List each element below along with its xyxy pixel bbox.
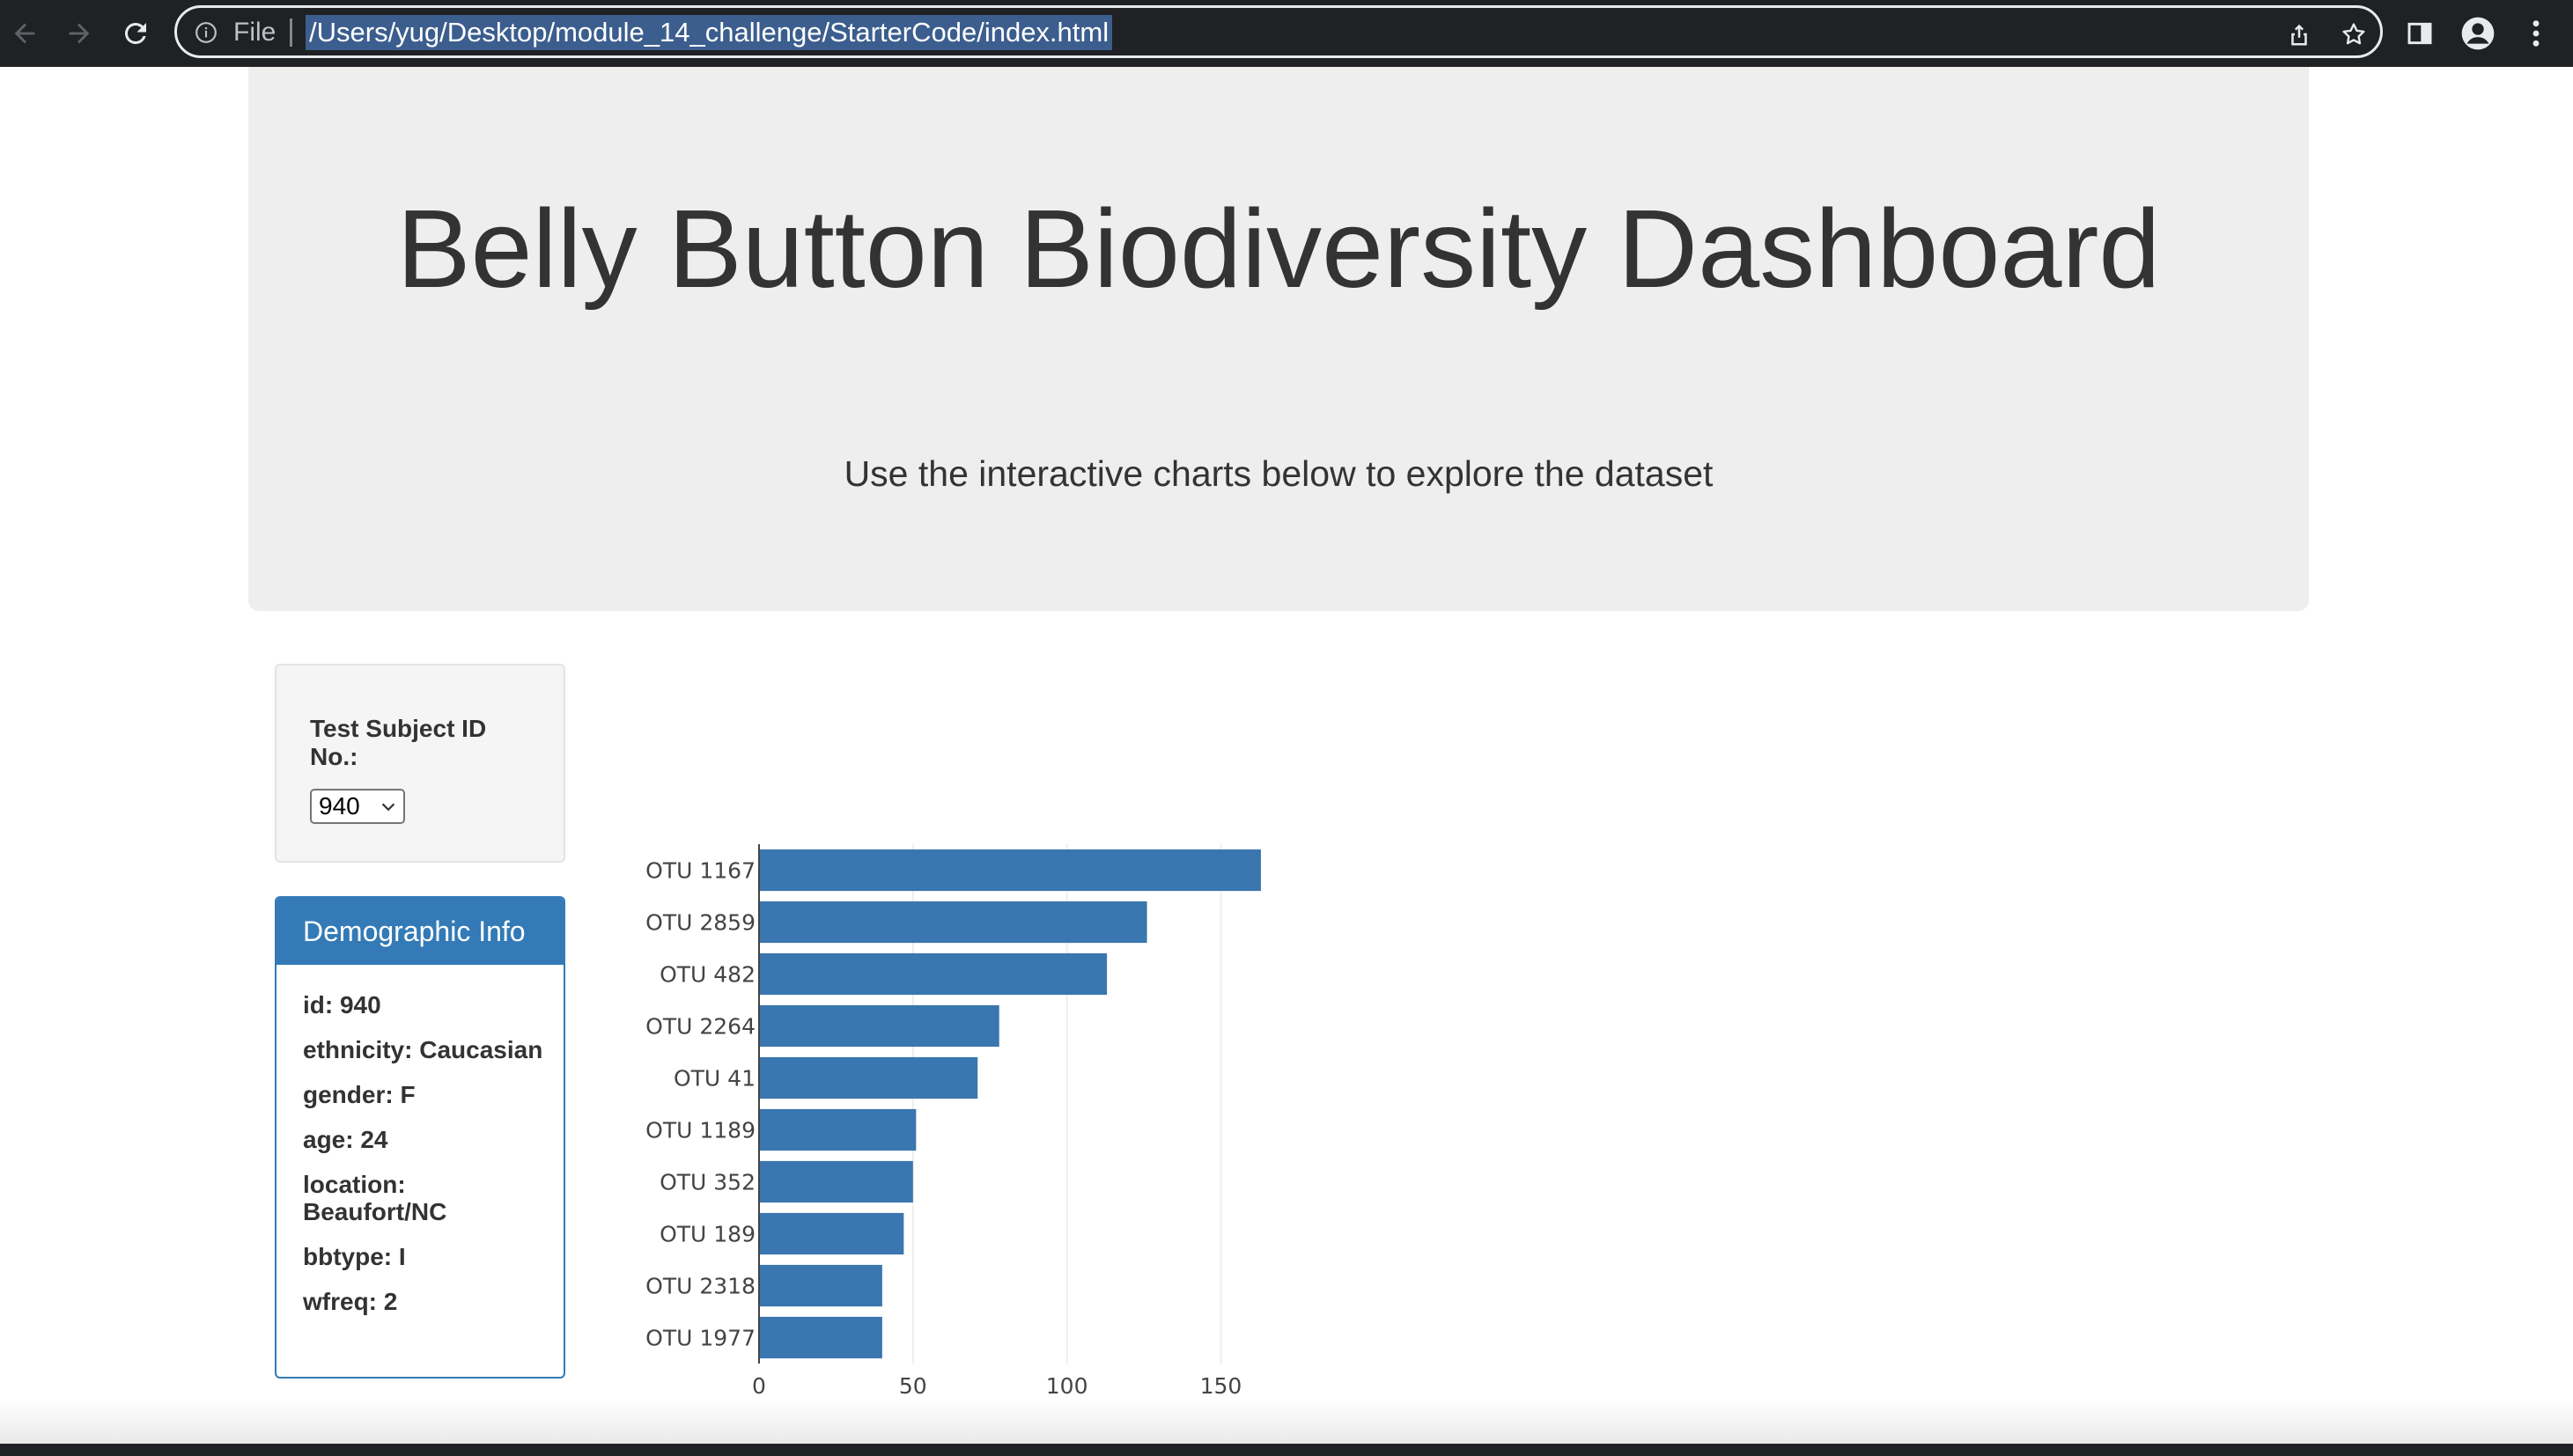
y-tick-label: OTU 352 [660,1170,756,1195]
demographic-row-ethnicity: ethnicity: Caucasian [303,1036,543,1063]
demographic-row-wfreq: wfreq: 2 [303,1288,398,1315]
bar[interactable] [759,952,1108,996]
bar[interactable] [759,1160,913,1203]
subject-id-select[interactable]: 940 [310,789,405,824]
y-tick-label: OTU 482 [660,962,756,988]
y-tick-label: OTU 2859 [645,910,756,936]
reload-icon[interactable] [111,9,160,58]
y-tick-label: OTU 189 [660,1222,756,1247]
browser-toolbar: File /Users/yug/Desktop/module_14_challe… [0,0,2573,67]
x-tick-label: 100 [1046,1373,1088,1399]
profile-icon[interactable] [2453,9,2503,58]
subject-selector-well: Test Subject ID No.: 940 [275,664,565,863]
scheme-label: File [233,18,276,47]
side-panel-icon[interactable] [2395,9,2444,58]
subject-id-selected-value: 940 [319,792,360,820]
bar[interactable] [759,1056,978,1099]
demographic-info-title: Demographic Info [276,898,564,965]
bar[interactable] [759,849,1261,892]
info-icon[interactable] [195,21,217,44]
page-subtitle: Use the interactive charts below to expl… [844,453,1714,494]
page-title: Belly Button Biodiversity Dashboard [396,187,2161,311]
bar[interactable] [759,1316,882,1359]
menu-dots-icon[interactable] [2511,9,2561,58]
star-icon[interactable] [2336,17,2371,52]
y-tick-label: OTU 1167 [645,858,756,884]
y-tick-label: OTU 1189 [645,1118,756,1143]
x-tick-label: 0 [752,1373,766,1399]
demographic-row-location: location: Beaufort/NC [303,1171,447,1225]
demographic-info-body: id: 940 ethnicity: Caucasian gender: F a… [303,991,558,1333]
demographic-row-gender: gender: F [303,1081,416,1108]
y-tick-label: OTU 41 [674,1066,756,1092]
demographic-row-age: age: 24 [303,1126,388,1153]
page-content: Belly Button Biodiversity Dashboard Use … [0,67,2573,1456]
share-icon[interactable] [2282,17,2317,52]
window-bottom-edge [0,1444,2573,1456]
bar[interactable] [759,1108,917,1151]
demographic-row-bbtype: bbtype: I [303,1243,406,1270]
back-arrow-icon[interactable] [0,9,49,58]
address-separator [290,18,292,47]
url-text[interactable]: /Users/yug/Desktop/module_14_challenge/S… [306,15,1113,50]
demographic-info-panel: Demographic Info id: 940 ethnicity: Cauc… [275,896,565,1379]
subject-selector-label: Test Subject ID No.: [310,715,487,770]
bar[interactable] [759,1004,999,1048]
address-bar[interactable]: File /Users/yug/Desktop/module_14_challe… [174,5,2383,58]
y-tick-label: OTU 2318 [645,1274,756,1299]
y-tick-label: OTU 2264 [645,1014,756,1040]
bar[interactable] [759,1264,882,1307]
x-tick-label: 150 [1200,1373,1242,1399]
y-tick-label: OTU 1977 [645,1326,756,1351]
forward-arrow-icon[interactable] [55,9,104,58]
top-otu-bar-chart[interactable]: OTU 1167 OTU 2859 OTU 482 OTU 2264 OTU 41 OTU… [0,67,2573,1456]
x-tick-label: 50 [899,1373,927,1399]
demographic-row-id: id: 940 [303,991,381,1018]
page-bottom-fade [0,1400,2573,1444]
bar[interactable] [759,901,1147,944]
chevron-down-icon [381,803,395,812]
jumbotron-header: Belly Button Biodiversity Dashboard Use … [248,67,2309,611]
bar[interactable] [759,1212,904,1255]
